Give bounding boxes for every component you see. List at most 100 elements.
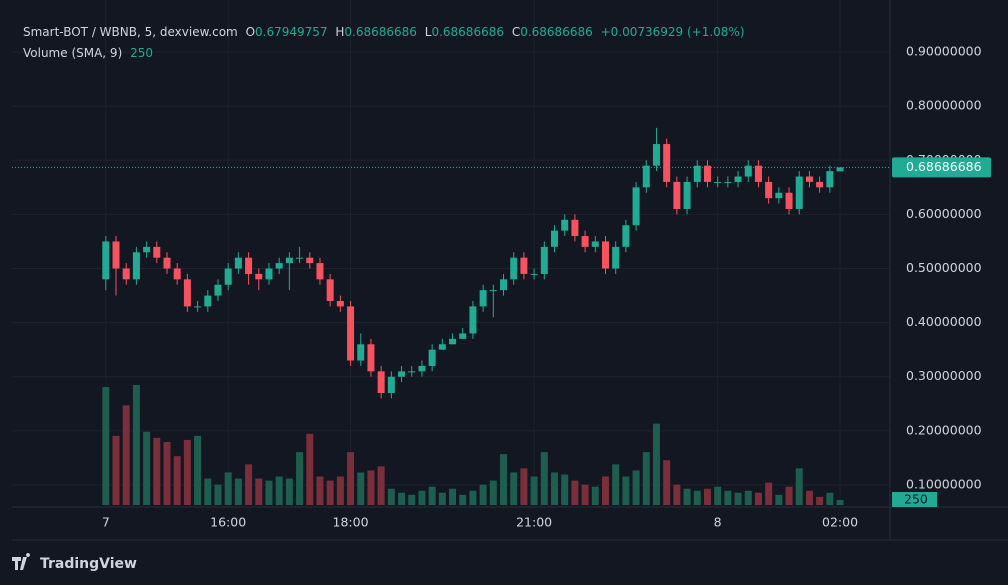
volume-bar	[714, 486, 722, 505]
candle-body	[530, 273, 538, 275]
volume-bar	[398, 492, 406, 505]
volume-bar	[408, 494, 416, 505]
volume-bar	[591, 486, 599, 505]
candle-body	[234, 257, 242, 269]
ohlc-label: L	[425, 25, 432, 39]
candle-body	[479, 290, 487, 307]
volume-bar	[153, 437, 161, 505]
candle-body	[285, 257, 293, 264]
volume-bar	[387, 488, 395, 505]
volume-bar	[693, 490, 701, 505]
candle-body	[714, 181, 722, 183]
volume-bar	[775, 494, 783, 505]
candle-body	[765, 181, 773, 199]
candle-body	[357, 344, 365, 361]
last-volume-box	[892, 492, 937, 507]
candle-body	[173, 268, 181, 280]
volume-bar	[754, 492, 762, 505]
y-tick-label: 0.40000000	[906, 314, 982, 329]
volume-bar	[204, 478, 212, 505]
volume-bar	[540, 452, 548, 505]
candle-body	[469, 306, 477, 334]
candle-body	[245, 257, 253, 274]
ohlc-value: 0.68686686	[520, 25, 593, 39]
candle-body	[336, 300, 344, 307]
candle-body	[724, 181, 732, 183]
volume-bar	[734, 492, 742, 505]
volume-bar	[336, 476, 344, 505]
volume-bar	[724, 490, 732, 505]
candle-body	[785, 192, 793, 209]
candle-body	[754, 165, 762, 182]
candle-body	[683, 181, 691, 209]
volume-bar	[122, 405, 130, 505]
ohlc-label: H	[335, 25, 344, 39]
volume-bar	[428, 486, 436, 505]
ohlc-label: O	[246, 25, 255, 39]
volume-bar	[275, 476, 283, 505]
axis-layer: 0.10000000 0.20000000 0.30000000 0.40000000…	[102, 44, 982, 530]
volume-bar	[449, 488, 457, 505]
brand-logo	[12, 553, 31, 570]
volume-bar	[581, 484, 589, 505]
volume-bar	[520, 468, 528, 505]
candle-body	[326, 279, 334, 301]
candle-body	[449, 338, 457, 345]
volume-bar	[489, 480, 497, 505]
candle-body	[214, 284, 222, 296]
volume-bar	[183, 439, 191, 505]
candle-body	[418, 365, 426, 372]
candle-body	[489, 290, 497, 292]
volume-bar	[612, 464, 620, 505]
x-tick-label: 7	[102, 515, 110, 530]
volume-bar	[601, 476, 609, 505]
volume-bar	[561, 474, 569, 505]
candle-body	[612, 246, 620, 269]
volume-bar	[571, 480, 579, 505]
candle-body	[795, 176, 803, 209]
volume-value: 250	[130, 46, 153, 60]
candle-body	[183, 279, 191, 307]
volume-bar	[112, 435, 120, 505]
candle-body	[663, 144, 671, 182]
volume-bar	[530, 476, 538, 505]
y-tick-label: 0.30000000	[906, 368, 982, 383]
brand: TradingView	[12, 553, 137, 572]
volume-bar	[306, 433, 314, 505]
candle-body	[163, 257, 171, 269]
volume-bar	[510, 472, 518, 505]
volume-bar	[683, 488, 691, 505]
volume-bar	[459, 494, 467, 505]
candle-body	[601, 241, 609, 269]
candle-layer	[102, 127, 844, 399]
candle-body	[132, 252, 140, 280]
brand-name: TradingView	[40, 556, 137, 572]
candle-body	[143, 246, 151, 253]
candle-body	[632, 187, 640, 226]
volume-bar	[642, 452, 650, 505]
volume-bar	[744, 490, 752, 505]
volume-bar	[357, 472, 365, 505]
volume-bar	[347, 452, 355, 505]
candle-body	[408, 371, 416, 373]
volume-bar	[285, 478, 293, 505]
candle-body	[459, 333, 467, 339]
candle-body	[734, 176, 742, 182]
candle-body	[316, 263, 324, 280]
volume-bar	[326, 480, 334, 505]
candle-body	[571, 219, 579, 237]
candle-body	[744, 165, 752, 177]
legend-line: Smart-BOT / WBNB, 5, dexview.com O0.6794…	[23, 25, 745, 39]
x-tick-label: 21:00	[516, 515, 552, 530]
volume-bar	[805, 490, 813, 505]
x-tick-label: 16:00	[210, 515, 246, 530]
volume-bar	[316, 476, 324, 505]
candle-body	[510, 257, 518, 280]
volume-bar	[296, 452, 304, 505]
candle-body	[438, 344, 446, 350]
volume-bar	[816, 496, 824, 505]
volume-bar	[673, 484, 681, 505]
candle-body	[622, 225, 630, 247]
symbol: Smart-BOT / WBNB, 5, dexview.com	[23, 25, 238, 39]
last-price-label: 0.68686686	[906, 159, 982, 174]
